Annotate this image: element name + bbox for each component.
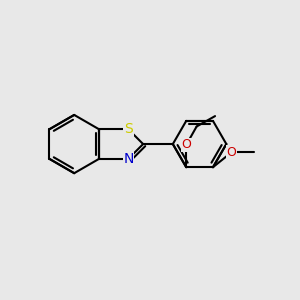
Text: N: N: [123, 152, 134, 166]
Text: O: O: [181, 138, 191, 152]
Text: O: O: [226, 146, 236, 159]
Text: S: S: [124, 122, 133, 136]
